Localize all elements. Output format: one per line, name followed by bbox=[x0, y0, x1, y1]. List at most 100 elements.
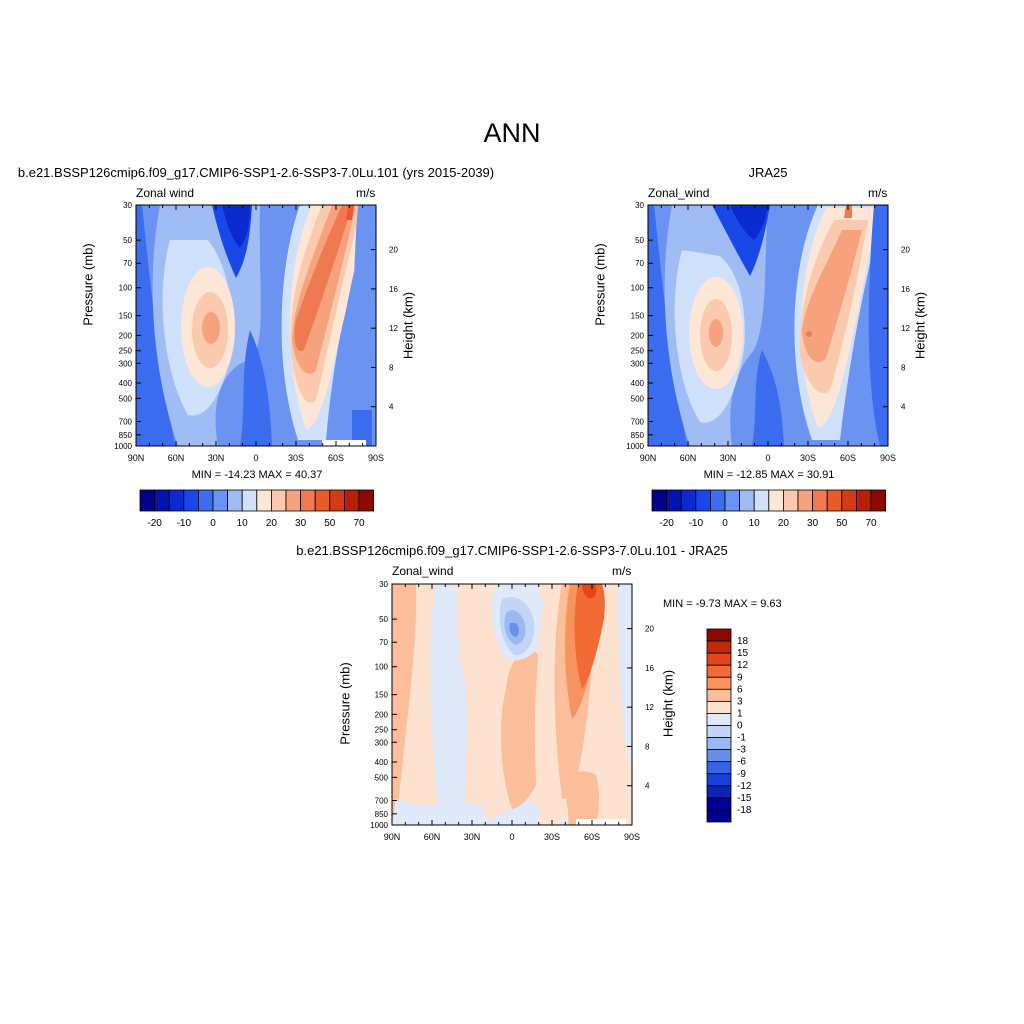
y-tick-label: 50 bbox=[635, 236, 644, 245]
panel3-contour bbox=[430, 584, 467, 825]
y-tick-label: 850 bbox=[375, 810, 389, 819]
x-tick-label: 30N bbox=[720, 453, 737, 463]
x-tick-label: 90N bbox=[384, 832, 401, 842]
panel3-contour bbox=[582, 584, 597, 599]
panel3-ylabel: Pressure (mb) bbox=[337, 662, 353, 745]
colorbar-label: -1 bbox=[737, 733, 746, 744]
y-tick-label: 250 bbox=[631, 347, 645, 356]
colorbar-box bbox=[358, 489, 375, 512]
panel1-contour bbox=[346, 205, 354, 220]
panel1-contour bbox=[240, 330, 272, 446]
panel2-title: JRA25 bbox=[748, 165, 788, 180]
colorbar-box bbox=[198, 489, 214, 512]
panel2-contour bbox=[709, 319, 723, 347]
y-tick-label: 700 bbox=[375, 796, 389, 805]
panel2-contour bbox=[868, 205, 888, 446]
colorbar-box bbox=[343, 489, 360, 512]
panel3-plot: 90N 60N 30N 0 30S 60S 90S 30 50 70 100 150 200 250 300… bbox=[370, 580, 654, 842]
y-tick-label: 1000 bbox=[114, 442, 132, 451]
y-right-tick-label: 20 bbox=[389, 246, 398, 255]
x-tick-label: 0 bbox=[765, 453, 770, 463]
colorbar-box bbox=[706, 713, 732, 726]
colorbar-box bbox=[706, 749, 732, 763]
colorbar-box bbox=[870, 489, 887, 512]
panel2-contour bbox=[752, 350, 784, 446]
y-tick-label: 300 bbox=[375, 738, 389, 747]
panel3-axes: 90N 60N 30N 0 30S 60S 90S 30 50 70 100 150 200 250 300… bbox=[370, 580, 654, 842]
y-tick-label: 250 bbox=[119, 347, 133, 356]
colorbar-box bbox=[154, 489, 170, 512]
y-tick-label: 400 bbox=[375, 758, 389, 767]
y-tick-label: 200 bbox=[375, 710, 389, 719]
y-tick-label: 1000 bbox=[370, 821, 388, 830]
y-right-tick-label: 8 bbox=[389, 363, 394, 372]
y-right-tick-label: 20 bbox=[901, 246, 910, 255]
panel1-colorbar: -20 -10 0 10 20 30 50 70 bbox=[139, 489, 375, 529]
colorbar-box bbox=[739, 489, 755, 512]
colorbar-box bbox=[706, 725, 732, 738]
panel2-plot: 90N 60N 30N 0 30S 60S 90S 30 50 70 100 150 200 250 300… bbox=[626, 201, 910, 463]
y-tick-label: 500 bbox=[119, 394, 133, 403]
colorbar-label: -12 bbox=[737, 781, 752, 792]
colorbar-box bbox=[241, 489, 258, 512]
panel1-left-label: Zonal wind bbox=[136, 186, 195, 200]
y-right-tick-label: 20 bbox=[645, 625, 654, 634]
y-tick-label: 200 bbox=[119, 331, 133, 340]
y-right-tick-label: 12 bbox=[645, 703, 654, 712]
colorbar-box bbox=[212, 489, 229, 512]
colorbar-box bbox=[651, 489, 668, 512]
colorbar-label: -3 bbox=[737, 745, 746, 756]
y-tick-label: 500 bbox=[631, 394, 645, 403]
colorbar-label: 9 bbox=[737, 672, 743, 683]
panel1-field bbox=[136, 205, 376, 446]
colorbar-box bbox=[706, 700, 732, 714]
panel2-contour bbox=[806, 331, 812, 337]
panel2-contour bbox=[844, 205, 852, 218]
colorbar-label: 0 bbox=[722, 518, 728, 529]
y-tick-label: 200 bbox=[631, 331, 645, 340]
y-tick-label: 1000 bbox=[626, 442, 644, 451]
y-tick-label: 70 bbox=[123, 259, 132, 268]
x-tick-label: 90S bbox=[880, 453, 896, 463]
panel3-field bbox=[392, 584, 632, 825]
colorbar-box bbox=[710, 489, 726, 512]
colorbar-label: 0 bbox=[737, 721, 743, 732]
x-tick-label: 30S bbox=[544, 832, 560, 842]
colorbar-box bbox=[680, 489, 697, 512]
y-tick-label: 850 bbox=[119, 431, 133, 440]
panel3-contour bbox=[509, 623, 519, 637]
y-tick-label: 300 bbox=[119, 359, 133, 368]
colorbar-label: 10 bbox=[237, 518, 249, 529]
y-right-tick-label: 4 bbox=[645, 782, 650, 791]
colorbar-label: 18 bbox=[737, 636, 749, 647]
colorbar-label: -10 bbox=[689, 518, 704, 529]
y-tick-label: 150 bbox=[375, 691, 389, 700]
page-title: ANN bbox=[483, 118, 541, 148]
x-tick-label: 60S bbox=[328, 453, 344, 463]
colorbar-box bbox=[706, 640, 732, 654]
colorbar-box bbox=[666, 489, 682, 512]
colorbar-label: 3 bbox=[737, 696, 743, 707]
colorbar-label: 12 bbox=[737, 660, 749, 671]
colorbar-box bbox=[706, 737, 732, 751]
colorbar-box bbox=[314, 489, 331, 512]
x-tick-label: 60N bbox=[424, 832, 441, 842]
colorbar-box bbox=[168, 489, 185, 512]
y-tick-label: 150 bbox=[631, 312, 645, 321]
panel3-contour bbox=[574, 584, 605, 689]
panel1-units: m/s bbox=[356, 186, 376, 200]
y-right-tick-label: 16 bbox=[901, 285, 910, 294]
x-tick-label: 30S bbox=[288, 453, 304, 463]
panel3-title: b.e21.BSSP126cmip6.f09_g17.CMIP6-SSP1-2.… bbox=[296, 543, 728, 558]
panel1-contour bbox=[352, 410, 372, 446]
panel3-units: m/s bbox=[612, 564, 632, 578]
y-tick-label: 850 bbox=[631, 431, 645, 440]
colorbar-label: -10 bbox=[177, 518, 192, 529]
colorbar-box bbox=[855, 489, 872, 512]
colorbar-box bbox=[753, 489, 770, 512]
y-tick-label: 50 bbox=[379, 615, 388, 624]
colorbar-box bbox=[797, 489, 814, 512]
panel2-colorbar: -20 -10 0 10 20 30 50 70 bbox=[651, 489, 887, 529]
